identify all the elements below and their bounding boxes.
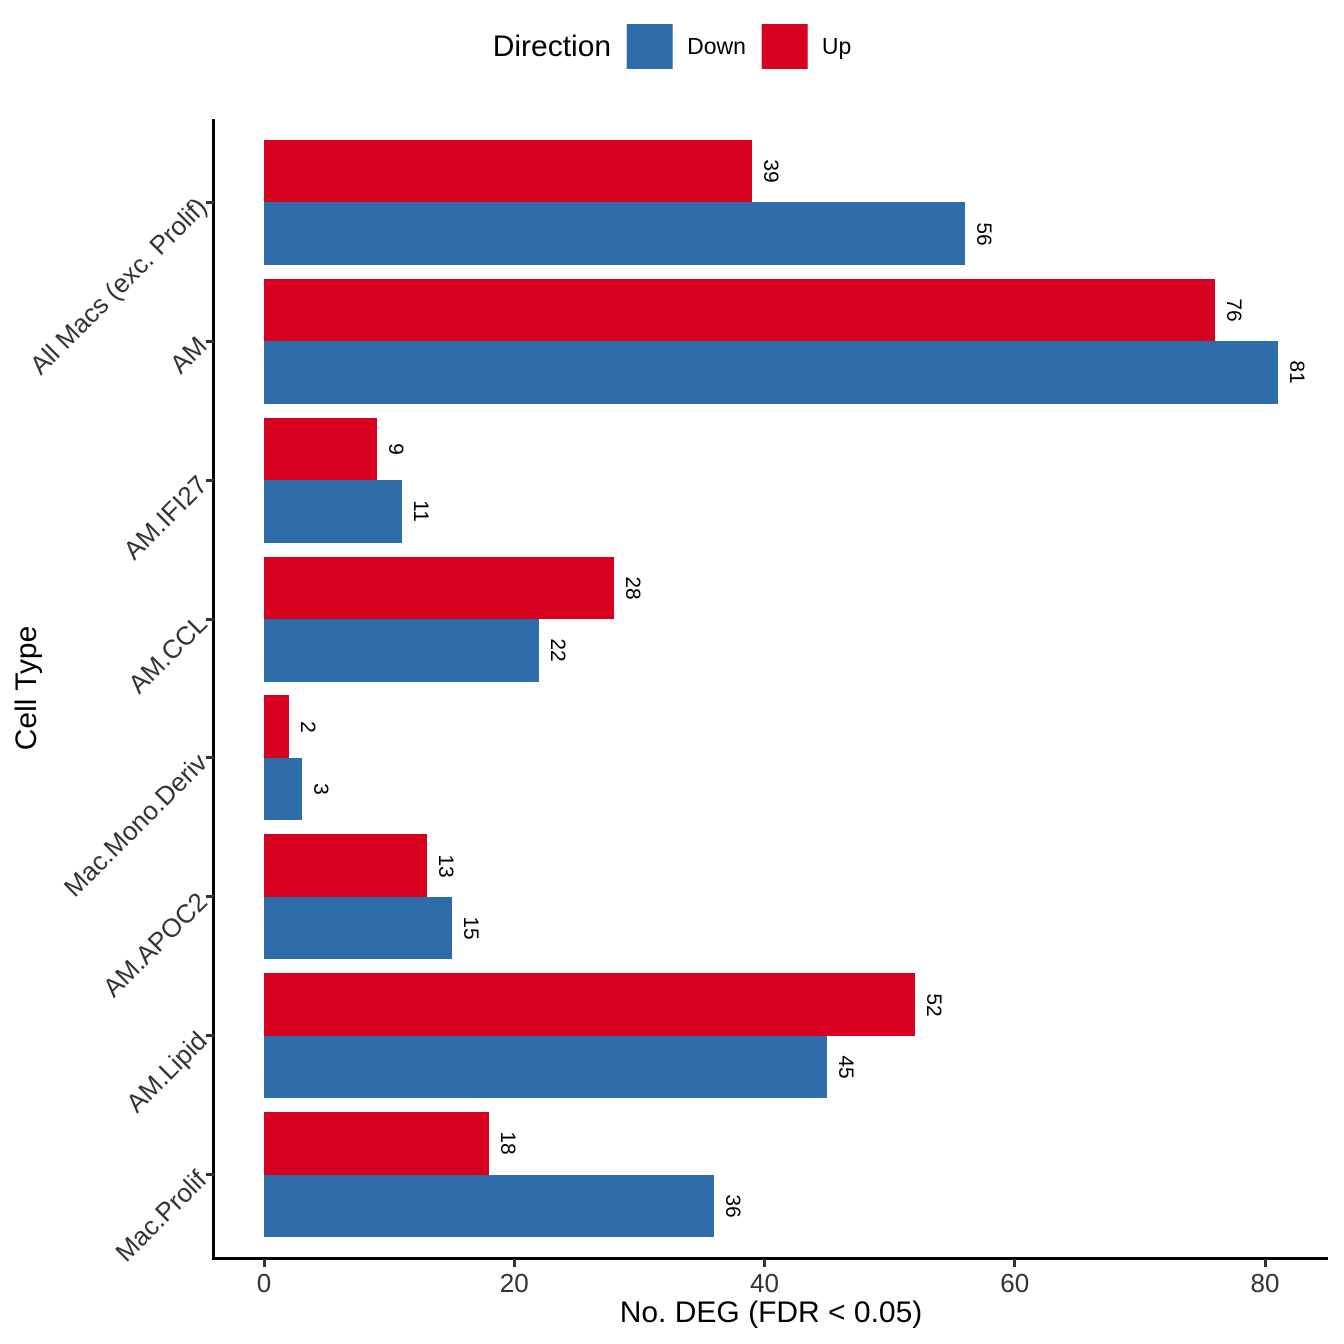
- y-tick-mark: [206, 756, 214, 760]
- bar-up: [264, 695, 290, 758]
- x-tick-mark: [763, 1259, 766, 1267]
- bar-value-label: 22: [546, 638, 570, 662]
- y-tick-mark: [206, 1173, 214, 1177]
- x-tick-mark: [262, 1259, 266, 1267]
- bar-value-label: 11: [408, 500, 432, 523]
- bar-value-label: 36: [721, 1194, 745, 1218]
- bar-down: [264, 896, 452, 960]
- bar-value-label: 18: [496, 1131, 520, 1156]
- y-tick-mark: [206, 478, 214, 482]
- legend-swatch-up: [761, 24, 808, 69]
- bar-value-label: 52: [921, 992, 945, 1017]
- legend-item-down: Down: [627, 24, 746, 69]
- legend-title: Direction: [492, 29, 612, 63]
- bar-up: [264, 278, 1215, 342]
- y-tick-label: Mac.Prolif: [109, 1164, 213, 1267]
- bar-value-label: 45: [834, 1055, 858, 1079]
- x-axis-title: No. DEG (FDR < 0.05): [619, 1296, 923, 1329]
- bar-down: [264, 619, 540, 682]
- x-tick-label: 0: [256, 1268, 272, 1298]
- bar-value-label: 15: [458, 916, 482, 940]
- bar-down: [264, 757, 302, 821]
- y-axis-line: [212, 119, 215, 1260]
- bar-value-label: 13: [433, 853, 457, 878]
- y-tick-label: AM.APOC2: [96, 886, 213, 1003]
- x-tick-mark: [1263, 1259, 1267, 1267]
- y-tick-label: AM.IFI27: [116, 469, 213, 566]
- x-tick-label: 60: [1000, 1268, 1030, 1298]
- bar-down: [264, 480, 402, 543]
- x-tick-mark: [512, 1259, 516, 1267]
- legend-label-down: Down: [687, 33, 746, 59]
- y-tick-label: AM: [163, 330, 213, 380]
- bar-down: [264, 1174, 715, 1238]
- bar-up: [264, 1112, 490, 1175]
- bar-value-label: 76: [1221, 298, 1245, 322]
- y-axis-title: Cell Type: [10, 625, 43, 751]
- bar-up: [264, 139, 752, 203]
- bar-up: [264, 973, 915, 1036]
- bar-value-label: 39: [758, 159, 782, 183]
- bar-value-label: 56: [971, 221, 995, 246]
- legend-label-up: Up: [821, 33, 852, 59]
- bar-down: [264, 1035, 828, 1099]
- legend-swatch-down: [627, 24, 674, 69]
- x-tick-label: 40: [750, 1268, 779, 1298]
- bar-down: [264, 341, 1278, 404]
- bar-down: [264, 202, 965, 265]
- bar-up: [264, 556, 615, 620]
- y-tick-mark: [206, 200, 214, 204]
- y-tick-mark: [206, 1034, 214, 1038]
- y-tick-label: Mac.Mono.Deriv: [57, 747, 213, 903]
- y-tick-mark: [206, 895, 214, 899]
- bar-value-label: 81: [1284, 360, 1308, 385]
- legend-item-up: Up: [761, 24, 852, 69]
- bar-up: [264, 417, 377, 481]
- bar-up: [264, 834, 427, 897]
- y-tick-label: AM.Lipid: [119, 1025, 213, 1118]
- bar-value-label: 3: [308, 783, 332, 796]
- x-tick-label: 20: [499, 1268, 529, 1298]
- bar-value-label: 2: [296, 720, 320, 733]
- y-tick-mark: [206, 339, 214, 343]
- x-tick-mark: [1013, 1259, 1017, 1267]
- y-tick-mark: [206, 617, 214, 621]
- y-tick-label: AM.CCL: [121, 608, 213, 700]
- x-tick-label: 80: [1250, 1268, 1280, 1298]
- legend: Direction Down Up: [492, 24, 852, 69]
- bar-value-label: 9: [383, 443, 407, 455]
- bar-value-label: 28: [621, 576, 645, 600]
- x-axis-line: [212, 1257, 1328, 1260]
